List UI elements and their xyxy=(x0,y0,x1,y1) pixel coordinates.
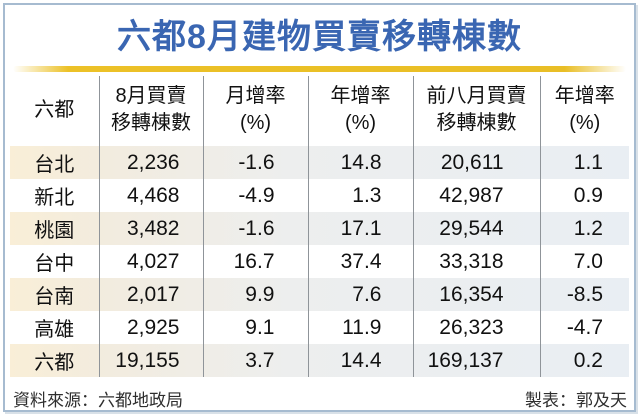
cell-yoy-rate: 11.9 xyxy=(308,311,414,344)
table-row-six-cities-total: 六都 19,155 3.7 14.4 169,137 0.2 xyxy=(10,344,629,377)
header-jan-aug-transfers: 前八月買賣 移轉棟數 xyxy=(413,76,541,146)
header-aug-transfers: 8月買賣 移轉棟數 xyxy=(99,76,204,146)
cell-yoy-rate: 17.1 xyxy=(308,212,414,245)
cell-yoy-rate: 7.6 xyxy=(308,278,414,311)
gold-divider xyxy=(13,66,626,72)
cell-city: 台南 xyxy=(10,278,100,311)
cell-jan-aug-yoy-rate: 1.1 xyxy=(573,150,603,174)
table-row-kaohsiung: 高雄 2,925 9.1 11.9 26,323 -4.7 xyxy=(10,311,629,344)
cell-yoy-rate: 14.4 xyxy=(308,344,414,377)
table-row-new-taipei: 新北 4,468 -4.9 1.3 42,987 0.9 xyxy=(10,179,629,212)
cell-mom-rate: 9.9 xyxy=(203,278,309,311)
header-city: 六都 xyxy=(10,76,100,146)
table-row-taipei: 台北 2,236 -1.6 14.8 20,611 1.1 xyxy=(10,146,629,179)
cell-yoy-rate: 37.4 xyxy=(308,245,414,278)
cell-city: 六都 xyxy=(10,344,100,377)
table-footer: 資料來源：六都地政局 製表：郭及天 xyxy=(5,377,634,411)
cell-mom-rate: 3.7 xyxy=(203,344,309,377)
cell-jan-aug-yoy-rate: 7.0 xyxy=(573,249,603,273)
cell-jan-aug-transfers: 169,137 xyxy=(413,344,541,377)
cell-jan-aug-transfers: 26,323 xyxy=(413,311,541,344)
cell-mom-rate: 16.7 xyxy=(203,245,309,278)
cell-aug-transfers: 4,468 xyxy=(99,179,204,212)
table-body: 台北 2,236 -1.6 14.8 20,611 1.1 新北 4,468 -… xyxy=(10,146,629,377)
cell-aug-transfers: 3,482 xyxy=(99,212,204,245)
cell-jan-aug-transfers: 29,544 xyxy=(413,212,541,245)
transfers-table: 六都 8月買賣 移轉棟數 月增率 (%) 年增率 (%) 前八月買賣 移轉棟數 … xyxy=(10,76,629,377)
cell-jan-aug-yoy-rate: 0.2 xyxy=(573,348,603,372)
table-row-taoyuan: 桃園 3,482 -1.6 17.1 29,544 1.2 xyxy=(10,212,629,245)
cell-aug-transfers: 19,155 xyxy=(99,344,204,377)
cell-city: 台中 xyxy=(10,245,100,278)
cell-aug-transfers: 2,017 xyxy=(99,278,204,311)
cell-aug-transfers: 4,027 xyxy=(99,245,204,278)
cell-jan-aug-transfers: 42,987 xyxy=(413,179,541,212)
header-mom-rate: 月增率 (%) xyxy=(203,76,309,146)
cell-yoy-rate: 1.3 xyxy=(308,179,414,212)
cell-jan-aug-yoy-rate: 1.2 xyxy=(573,216,603,240)
cell-city: 高雄 xyxy=(10,311,100,344)
cell-jan-aug-transfers: 33,318 xyxy=(413,245,541,278)
table-header: 六都 8月買賣 移轉棟數 月增率 (%) 年增率 (%) 前八月買賣 移轉棟數 … xyxy=(10,76,629,146)
data-source-note: 資料來源：六都地政局 xyxy=(13,391,183,410)
credit-note: 製表：郭及天 xyxy=(525,391,627,410)
table-row-tainan: 台南 2,017 9.9 7.6 16,354 -8.5 xyxy=(10,278,629,311)
cell-mom-rate: -1.6 xyxy=(203,146,309,179)
cell-jan-aug-transfers: 16,354 xyxy=(413,278,541,311)
cell-mom-rate: 9.1 xyxy=(203,311,309,344)
header-jan-aug-yoy-rate: 年增率 (%) xyxy=(554,85,615,134)
infographic-card: 六都8月建物買賣移轉棟數 六都 8月買賣 移轉棟數 月增率 (%) 年增率 (%… xyxy=(3,3,636,412)
cell-aug-transfers: 2,236 xyxy=(99,146,204,179)
cell-jan-aug-yoy-rate: -4.7 xyxy=(566,315,603,339)
header-yoy-rate: 年增率 (%) xyxy=(308,76,414,146)
cell-jan-aug-yoy-rate: 0.9 xyxy=(573,183,603,207)
cell-aug-transfers: 2,925 xyxy=(99,311,204,344)
cell-jan-aug-yoy-rate: -8.5 xyxy=(566,282,603,306)
header-row: 六都 8月買賣 移轉棟數 月增率 (%) 年增率 (%) 前八月買賣 移轉棟數 … xyxy=(10,76,629,146)
page-title: 六都8月建物買賣移轉棟數 xyxy=(117,18,522,56)
cell-city: 桃園 xyxy=(10,212,100,245)
cell-mom-rate: -4.9 xyxy=(203,179,309,212)
cell-mom-rate: -1.6 xyxy=(203,212,309,245)
table-row-taichung: 台中 4,027 16.7 37.4 33,318 7.0 xyxy=(10,245,629,278)
cell-jan-aug-transfers: 20,611 xyxy=(413,146,541,179)
cell-city: 新北 xyxy=(10,179,100,212)
cell-yoy-rate: 14.8 xyxy=(308,146,414,179)
cell-city: 台北 xyxy=(10,146,100,179)
